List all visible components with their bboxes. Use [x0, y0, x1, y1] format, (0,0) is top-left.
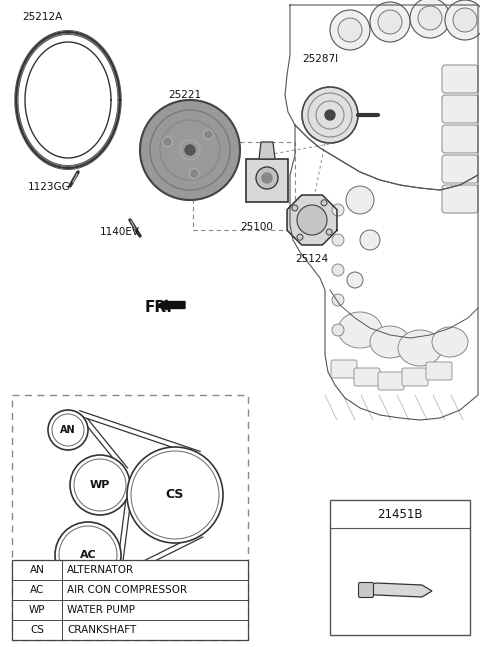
Circle shape — [370, 2, 410, 42]
Circle shape — [325, 110, 335, 120]
FancyBboxPatch shape — [402, 368, 428, 386]
Circle shape — [297, 205, 327, 235]
Circle shape — [338, 18, 362, 42]
FancyBboxPatch shape — [330, 500, 470, 635]
FancyBboxPatch shape — [442, 155, 478, 183]
Text: WP: WP — [90, 480, 110, 490]
Circle shape — [326, 229, 332, 235]
Text: AN: AN — [30, 565, 45, 575]
FancyBboxPatch shape — [378, 372, 404, 390]
Text: 1140EV: 1140EV — [100, 227, 140, 237]
Circle shape — [332, 324, 344, 336]
Text: CRANKSHAFT: CRANKSHAFT — [67, 625, 136, 635]
Text: WP: WP — [29, 605, 45, 615]
Text: CS: CS — [166, 488, 184, 501]
Circle shape — [127, 447, 223, 543]
Ellipse shape — [370, 326, 410, 358]
FancyBboxPatch shape — [442, 65, 478, 93]
Circle shape — [332, 294, 344, 306]
Circle shape — [332, 204, 344, 216]
FancyBboxPatch shape — [331, 360, 357, 378]
Circle shape — [302, 87, 358, 143]
Circle shape — [162, 137, 172, 147]
Circle shape — [418, 6, 442, 30]
Circle shape — [330, 10, 370, 50]
FancyBboxPatch shape — [442, 125, 478, 153]
Circle shape — [59, 526, 117, 584]
Text: AIR CON COMPRESSOR: AIR CON COMPRESSOR — [67, 585, 187, 595]
Circle shape — [360, 230, 380, 250]
Circle shape — [332, 234, 344, 246]
Text: CS: CS — [30, 625, 44, 635]
Text: ALTERNATOR: ALTERNATOR — [67, 565, 134, 575]
Text: 21451B: 21451B — [377, 507, 423, 520]
Circle shape — [453, 8, 477, 32]
Circle shape — [445, 0, 480, 40]
Circle shape — [74, 459, 126, 511]
Circle shape — [332, 264, 344, 276]
Polygon shape — [368, 583, 432, 597]
Circle shape — [378, 10, 402, 34]
Circle shape — [131, 451, 219, 539]
FancyBboxPatch shape — [426, 362, 452, 380]
Ellipse shape — [338, 312, 382, 348]
Text: FR.: FR. — [145, 300, 173, 316]
Text: WATER PUMP: WATER PUMP — [67, 605, 135, 615]
Circle shape — [262, 173, 272, 183]
Circle shape — [292, 205, 298, 211]
Ellipse shape — [398, 330, 442, 366]
Text: AC: AC — [80, 550, 96, 560]
Circle shape — [347, 272, 363, 288]
Text: 25287I: 25287I — [302, 54, 338, 64]
FancyBboxPatch shape — [359, 582, 373, 597]
Text: AN: AN — [60, 425, 76, 435]
FancyBboxPatch shape — [354, 368, 380, 386]
Circle shape — [189, 169, 199, 179]
Circle shape — [55, 522, 121, 588]
Circle shape — [256, 167, 278, 189]
FancyBboxPatch shape — [442, 95, 478, 123]
Text: 1123GG: 1123GG — [28, 182, 71, 192]
Circle shape — [410, 0, 450, 38]
Circle shape — [48, 410, 88, 450]
Text: AC: AC — [30, 585, 44, 595]
Circle shape — [70, 455, 130, 515]
Circle shape — [321, 200, 327, 206]
Polygon shape — [246, 159, 288, 202]
Circle shape — [185, 145, 195, 155]
Circle shape — [52, 414, 84, 446]
Circle shape — [346, 186, 374, 214]
FancyBboxPatch shape — [442, 185, 478, 213]
Text: 25212A: 25212A — [22, 12, 62, 22]
Text: 25124: 25124 — [295, 254, 328, 264]
FancyBboxPatch shape — [12, 560, 248, 640]
Text: 25221: 25221 — [168, 90, 201, 100]
FancyArrow shape — [158, 300, 185, 310]
Ellipse shape — [432, 327, 468, 357]
Polygon shape — [259, 142, 275, 159]
Text: 25100: 25100 — [240, 222, 273, 232]
Circle shape — [140, 100, 240, 200]
Circle shape — [204, 129, 214, 140]
Polygon shape — [287, 195, 337, 245]
Circle shape — [297, 234, 303, 240]
